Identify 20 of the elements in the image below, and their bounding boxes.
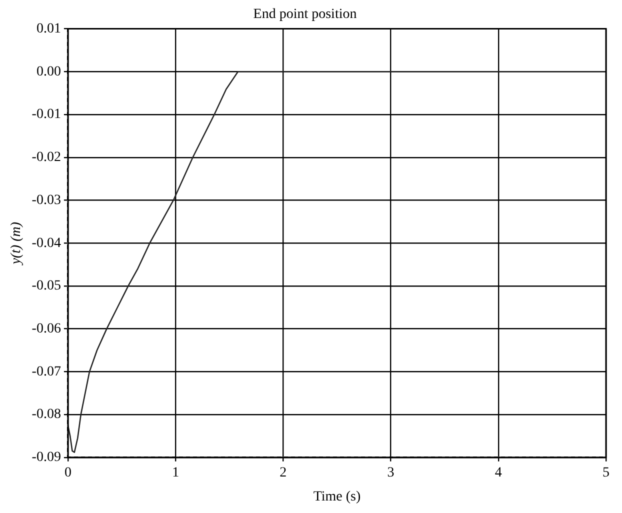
y-tick-label: -0.08 [32,407,61,422]
x-tick-label: 3 [387,465,394,480]
x-tick-label: 0 [64,465,72,480]
y-tick-label: -0.07 [32,364,61,380]
y-tick-label: -0.09 [32,450,61,466]
y-axis-title: y(t) (m) [9,222,24,266]
x-axis-title: Time (s) [313,489,361,504]
x-tick-label: 4 [494,465,502,480]
x-tick-label: 5 [602,465,610,480]
x-tick-label: 2 [280,465,287,480]
chart-title: End point position [253,7,357,22]
y-tick-label: -0.04 [32,236,61,251]
y-tick-label: -0.01 [32,107,61,122]
y-tick-label: 0.00 [36,64,61,80]
y-tick-label: -0.02 [32,150,61,166]
y-tick-label: -0.03 [32,192,61,208]
y-tick-label: -0.05 [32,278,61,294]
x-tick-label: 1 [172,465,180,480]
y-tick-label: -0.06 [32,321,61,336]
y-tick-label: 0.01 [36,21,61,36]
